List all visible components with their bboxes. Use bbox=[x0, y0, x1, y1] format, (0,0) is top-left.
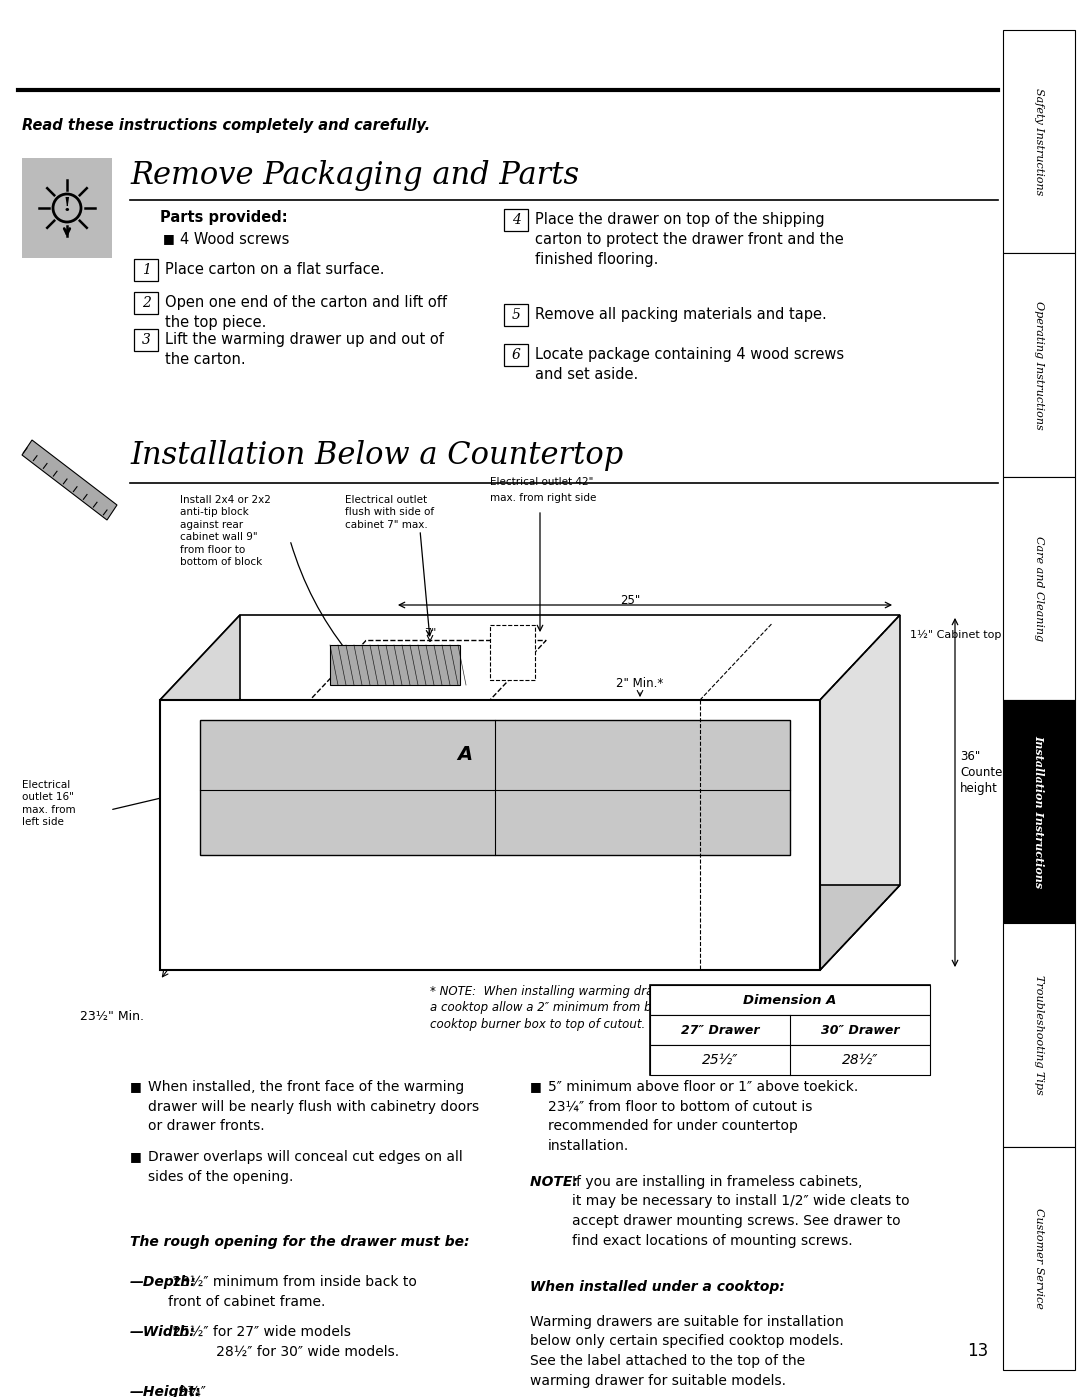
Polygon shape bbox=[22, 440, 117, 520]
Text: Install 2x4 or 2x2
anti-tip block
against rear
cabinet wall 9"
from floor to
bot: Install 2x4 or 2x2 anti-tip block agains… bbox=[180, 495, 271, 567]
FancyBboxPatch shape bbox=[504, 344, 528, 366]
Bar bbox=[1003, 29, 1075, 253]
Text: 25½″ for 27″ wide models
           28½″ for 30″ wide models.: 25½″ for 27″ wide models 28½″ for 30″ wi… bbox=[168, 1324, 400, 1358]
Text: Open one end of the carton and lift off
the top piece.: Open one end of the carton and lift off … bbox=[165, 295, 447, 330]
Text: Electrical outlet 42": Electrical outlet 42" bbox=[490, 476, 593, 488]
Text: ■: ■ bbox=[130, 1080, 141, 1092]
FancyBboxPatch shape bbox=[134, 258, 158, 281]
Text: ■: ■ bbox=[130, 1150, 141, 1162]
Text: When installed, the front face of the warming
drawer will be nearly flush with c: When installed, the front face of the wa… bbox=[148, 1080, 480, 1133]
Text: 23½″ minimum from inside back to
front of cabinet frame.: 23½″ minimum from inside back to front o… bbox=[168, 1275, 417, 1309]
Polygon shape bbox=[160, 700, 820, 970]
Polygon shape bbox=[160, 615, 900, 700]
Bar bbox=[22, 158, 112, 258]
Text: —Width:: —Width: bbox=[130, 1324, 195, 1338]
Text: Parts provided:: Parts provided: bbox=[160, 210, 287, 225]
Text: Care and Cleaning: Care and Cleaning bbox=[1034, 536, 1044, 641]
Text: 9¼″: 9¼″ bbox=[174, 1384, 206, 1397]
Text: Troubleshooting Tips: Troubleshooting Tips bbox=[1034, 975, 1044, 1095]
Text: 2" Min.*: 2" Min.* bbox=[617, 678, 663, 690]
Text: 4: 4 bbox=[512, 212, 521, 226]
Text: Installation Below a Countertop: Installation Below a Countertop bbox=[130, 440, 623, 471]
Bar bbox=[1003, 700, 1075, 923]
Text: Drawer overlaps will conceal cut edges on all
sides of the opening.: Drawer overlaps will conceal cut edges o… bbox=[148, 1150, 462, 1183]
Bar bbox=[1003, 253, 1075, 476]
Bar bbox=[1003, 476, 1075, 700]
Text: 3: 3 bbox=[141, 332, 150, 346]
Text: * NOTE:  When installing warming drawer with
a cooktop allow a 2″ minimum from b: * NOTE: When installing warming drawer w… bbox=[430, 985, 713, 1031]
Text: !: ! bbox=[63, 197, 71, 215]
FancyBboxPatch shape bbox=[504, 210, 528, 231]
Text: 27″ Drawer: 27″ Drawer bbox=[680, 1024, 759, 1037]
Text: If you are installing in frameless cabinets,
it may be necessary to install 1/2″: If you are installing in frameless cabin… bbox=[572, 1175, 909, 1248]
Text: 6: 6 bbox=[512, 348, 521, 362]
Text: ■: ■ bbox=[163, 232, 175, 244]
Text: 9¼": 9¼" bbox=[720, 781, 744, 793]
FancyBboxPatch shape bbox=[134, 330, 158, 351]
Text: Place carton on a flat surface.: Place carton on a flat surface. bbox=[165, 263, 384, 277]
Text: 2: 2 bbox=[141, 296, 150, 310]
Text: 7": 7" bbox=[423, 629, 436, 638]
Bar bbox=[1003, 923, 1075, 1147]
FancyBboxPatch shape bbox=[504, 305, 528, 326]
Text: max. from right side: max. from right side bbox=[490, 493, 596, 503]
Text: Remove all packing materials and tape.: Remove all packing materials and tape. bbox=[535, 307, 827, 321]
Text: Installation Instructions: Installation Instructions bbox=[1034, 735, 1044, 888]
Text: —Height:: —Height: bbox=[130, 1384, 202, 1397]
Text: Warming drawers are suitable for installation
below only certain specified cookt: Warming drawers are suitable for install… bbox=[530, 1315, 843, 1387]
Text: ■: ■ bbox=[530, 1080, 542, 1092]
Polygon shape bbox=[160, 615, 240, 970]
Text: 9": 9" bbox=[249, 704, 262, 717]
Text: Read these instructions completely and carefully.: Read these instructions completely and c… bbox=[22, 117, 430, 133]
Text: 1½" Cabinet top: 1½" Cabinet top bbox=[910, 630, 1001, 640]
Bar bbox=[650, 1016, 930, 1045]
Bar bbox=[650, 985, 930, 1016]
Bar bbox=[650, 1045, 930, 1076]
Text: A: A bbox=[458, 746, 473, 764]
Text: Place the drawer on top of the shipping
carton to protect the drawer front and t: Place the drawer on top of the shipping … bbox=[535, 212, 843, 267]
Bar bbox=[1003, 1147, 1075, 1370]
Text: 36"
Countertop
height: 36" Countertop height bbox=[960, 750, 1027, 795]
Text: 25½″: 25½″ bbox=[702, 1053, 739, 1067]
Bar bbox=[490, 624, 535, 680]
Text: 30″ Drawer: 30″ Drawer bbox=[821, 1024, 900, 1037]
Polygon shape bbox=[160, 886, 900, 970]
Text: 13: 13 bbox=[967, 1343, 988, 1361]
Text: Lift the warming drawer up and out of
the carton.: Lift the warming drawer up and out of th… bbox=[165, 332, 444, 367]
Text: 5″ minimum above floor or 1″ above toekick.
23¼″ from floor to bottom of cutout : 5″ minimum above floor or 1″ above toeki… bbox=[548, 1080, 859, 1153]
Text: Electrical
outlet 16"
max. from
left side: Electrical outlet 16" max. from left sid… bbox=[22, 780, 76, 827]
Text: NOTE:: NOTE: bbox=[530, 1175, 583, 1189]
Text: Electrical outlet
flush with side of
cabinet 7" max.: Electrical outlet flush with side of cab… bbox=[345, 495, 434, 529]
Bar bbox=[650, 985, 930, 1076]
Text: 4 Wood screws: 4 Wood screws bbox=[180, 232, 289, 247]
Text: Customer Service: Customer Service bbox=[1034, 1208, 1044, 1309]
Text: Locate package containing 4 wood screws
and set aside.: Locate package containing 4 wood screws … bbox=[535, 346, 845, 381]
Text: Safety Instructions: Safety Instructions bbox=[1034, 88, 1044, 196]
Polygon shape bbox=[200, 719, 789, 855]
Text: When installed under a cooktop:: When installed under a cooktop: bbox=[530, 1280, 785, 1294]
Polygon shape bbox=[820, 615, 900, 970]
Text: Dimension A: Dimension A bbox=[743, 993, 837, 1006]
Text: Remove Packaging and Parts: Remove Packaging and Parts bbox=[130, 161, 579, 191]
FancyBboxPatch shape bbox=[134, 292, 158, 314]
Text: 23½" Min.: 23½" Min. bbox=[80, 1010, 144, 1023]
Text: 5: 5 bbox=[512, 307, 521, 321]
Text: Operating Instructions: Operating Instructions bbox=[1034, 300, 1044, 429]
Text: 28½″: 28½″ bbox=[841, 1053, 878, 1067]
Text: 1: 1 bbox=[141, 263, 150, 277]
Text: —Depth:: —Depth: bbox=[130, 1275, 197, 1289]
Polygon shape bbox=[330, 645, 460, 685]
Text: The rough opening for the drawer must be:: The rough opening for the drawer must be… bbox=[130, 1235, 470, 1249]
Text: 25": 25" bbox=[620, 594, 640, 608]
